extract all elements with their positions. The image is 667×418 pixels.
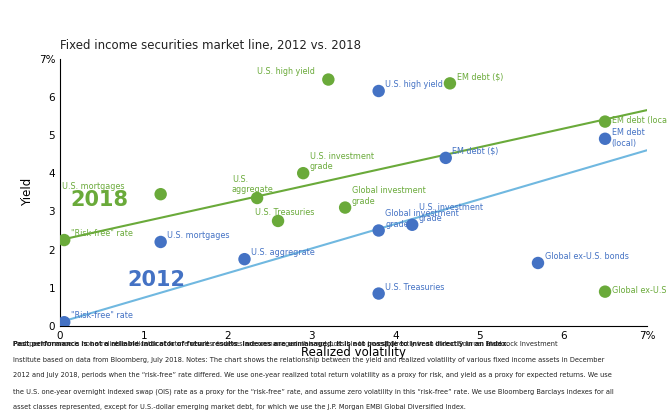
Text: Past performance is not a reliable indicator of future results. Indexes are unma: Past performance is not a reliable indic…	[0, 417, 1, 418]
Point	[374, 227, 384, 234]
Text: Past performance is not a reliable indicator of future results. Indexes are unma: Past performance is not a reliable indic…	[13, 341, 558, 347]
Text: U.S. mortgages: U.S. mortgages	[62, 182, 124, 191]
Point	[298, 170, 309, 176]
Text: U.S.
aggregate: U.S. aggregate	[232, 175, 273, 194]
Point	[239, 256, 250, 263]
Text: Global ex-U.S. bonds: Global ex-U.S. bonds	[545, 252, 628, 261]
Point	[374, 88, 384, 94]
Text: U.S. mortgages: U.S. mortgages	[167, 231, 230, 240]
Text: Global investment
grade: Global investment grade	[386, 209, 459, 229]
Point	[600, 288, 610, 295]
Point	[273, 218, 283, 224]
Point	[407, 222, 418, 228]
Text: the U.S. one-year overnight indexed swap (OIS) rate as a proxy for the “risk-fre: the U.S. one-year overnight indexed swap…	[13, 388, 614, 395]
Point	[440, 155, 451, 161]
Point	[59, 319, 69, 326]
Text: "Risk-free" rate: "Risk-free" rate	[71, 311, 133, 320]
X-axis label: Realized volatility: Realized volatility	[301, 347, 406, 359]
Point	[374, 290, 384, 297]
Text: 2018: 2018	[70, 190, 128, 210]
Text: EM debt ($): EM debt ($)	[452, 147, 499, 156]
Text: 2012: 2012	[127, 270, 185, 290]
Text: U.S. Treasuries: U.S. Treasuries	[255, 208, 314, 217]
Point	[533, 260, 544, 266]
Point	[155, 191, 166, 198]
Text: Past performance is not a reliable indicator of future results. Indexes are unma: Past performance is not a reliable indic…	[13, 341, 510, 347]
Text: Past performance is not a reliable indicator of future results. Indexes are unma: Past performance is not a reliable indic…	[0, 417, 1, 418]
Text: 2012 and July 2018, periods when the “risk-free” rate differed. We use one-year : 2012 and July 2018, periods when the “ri…	[13, 372, 612, 378]
Point	[323, 76, 334, 83]
Point	[600, 118, 610, 125]
Text: Global ex-U.S. bonds: Global ex-U.S. bonds	[612, 286, 667, 296]
Text: U.S. high yield: U.S. high yield	[257, 67, 315, 76]
Point	[600, 135, 610, 142]
Text: Fixed income securities market line, 2012 vs. 2018: Fixed income securities market line, 201…	[60, 39, 361, 52]
Text: U.S. Treasuries: U.S. Treasuries	[386, 283, 445, 292]
Text: U.S. high yield: U.S. high yield	[386, 80, 444, 89]
Text: Institute based on data from Bloomberg, July 2018. Notes: The chart shows the re: Institute based on data from Bloomberg, …	[13, 357, 605, 362]
Y-axis label: Yield: Yield	[21, 178, 35, 206]
Point	[340, 204, 350, 211]
Text: EM debt ($): EM debt ($)	[457, 72, 503, 82]
Text: U.S. investment
grade: U.S. investment grade	[310, 152, 374, 171]
Text: EM debt
(local): EM debt (local)	[612, 128, 644, 148]
Text: "Risk-free" rate: "Risk-free" rate	[71, 229, 133, 238]
Text: U.S. investment
grade: U.S. investment grade	[419, 204, 483, 223]
Text: EM debt (local): EM debt (local)	[612, 116, 667, 125]
Text: Global investment
grade: Global investment grade	[352, 186, 426, 206]
Point	[251, 195, 262, 201]
Point	[445, 80, 456, 87]
Text: U.S. aggregrate: U.S. aggregrate	[251, 248, 315, 257]
Point	[59, 237, 69, 243]
Text: asset classes represented, except for U.S.-dollar emerging market debt, for whic: asset classes represented, except for U.…	[13, 404, 466, 410]
Point	[155, 239, 166, 245]
